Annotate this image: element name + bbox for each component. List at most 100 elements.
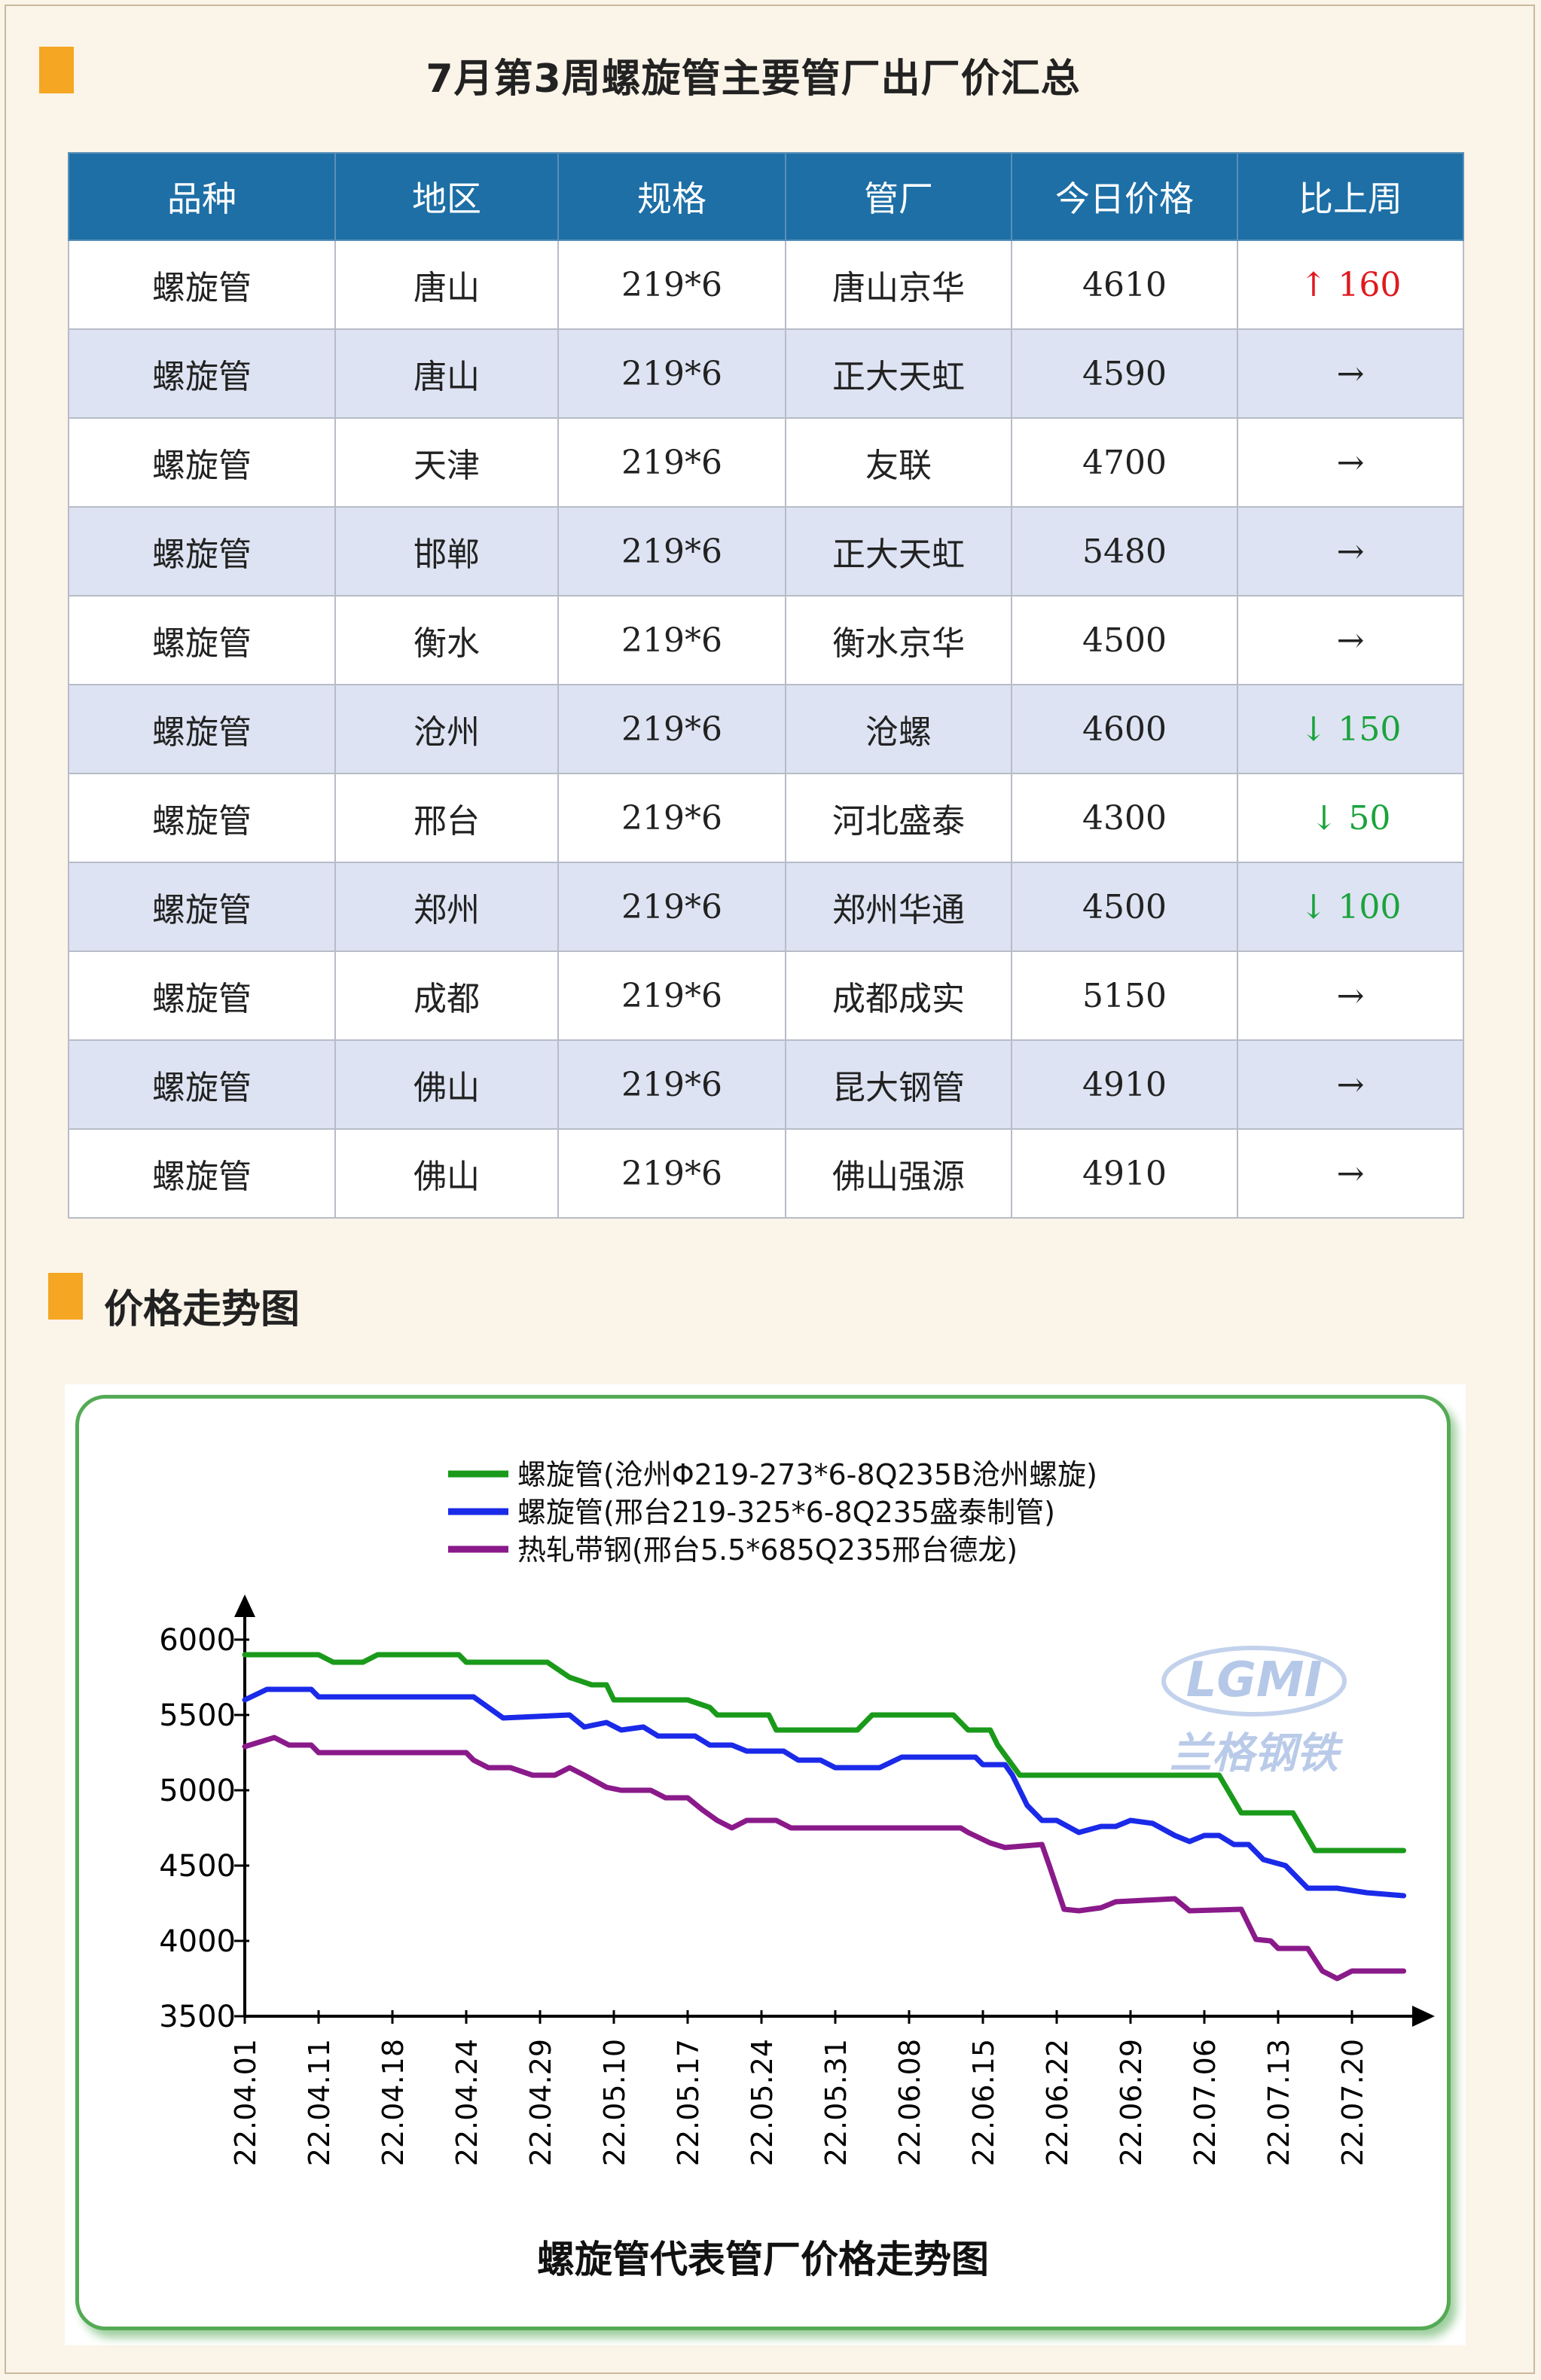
x-tick-label: 22.04.18 [377, 2039, 410, 2166]
table-cell: 衡水京华 [785, 595, 1012, 685]
change-cell: → [1237, 328, 1464, 419]
x-tick-label: 22.07.06 [1189, 2039, 1222, 2166]
table-cell: 螺旋管 [68, 862, 336, 952]
table-cell: 219*6 [557, 684, 786, 774]
x-tick-label: 22.04.24 [450, 2039, 484, 2166]
table-cell: 4700 [1011, 417, 1238, 508]
table-cell: 螺旋管 [68, 1039, 336, 1130]
table-row: 螺旋管 邢台 219*6 河北盛泰 4300 ↓ 50 [68, 773, 1464, 863]
column-header: 管厂 [785, 152, 1012, 241]
table-cell: 4300 [1011, 773, 1238, 863]
table-row: 螺旋管 佛山 219*6 佛山强源 4910 → [68, 1128, 1464, 1219]
change-cell: → [1237, 950, 1464, 1041]
x-tick-label: 22.05.10 [598, 2039, 631, 2166]
table-cell: 沧螺 [785, 684, 1012, 774]
table-cell: 4910 [1011, 1039, 1238, 1130]
series-line-2 [242, 1686, 1407, 1899]
table-cell: 河北盛泰 [785, 773, 1012, 863]
y-tick-label: 5000 [159, 1774, 236, 1808]
price-trend-chart: 3500 4000 4500 5000 5500 6000 22.04.01 22.04.11… [159, 1458, 1435, 2281]
column-header: 今日价格 [1011, 152, 1238, 241]
table-cell: 219*6 [557, 950, 786, 1041]
page-frame [5, 5, 1535, 2374]
x-tick-label: 22.07.13 [1262, 2039, 1295, 2166]
table-row: 螺旋管 成都 219*6 成都成实 5150 → [68, 950, 1464, 1041]
table-cell: 螺旋管 [68, 328, 336, 419]
table-cell: 郑州华通 [785, 862, 1012, 952]
series-line-1 [242, 1652, 1407, 1854]
y-tick-label: 4500 [159, 1849, 236, 1884]
series-line-3 [242, 1735, 1407, 1982]
x-tick-label: 22.05.24 [746, 2039, 779, 2166]
table-row: 螺旋管 唐山 219*6 唐山京华 4610 ↑ 160 [68, 240, 1464, 330]
table-row: 螺旋管 衡水 219*6 衡水京华 4500 → [68, 595, 1464, 685]
x-tick-label: 22.04.29 [524, 2039, 557, 2166]
table-row: 螺旋管 天津 219*6 友联 4700 → [68, 417, 1464, 508]
table-cell: 沧州 [334, 684, 559, 774]
table-cell: 佛山 [334, 1039, 559, 1130]
table-body: 螺旋管 唐山 219*6 唐山京华 4610 ↑ 160 螺旋管 唐山 219*6 正大天虹 459… [68, 240, 1464, 1219]
legend-label-3: 热轧带钢(邢台5.5*685Q235邢台德龙) [517, 1533, 1018, 1567]
watermark-ring [1161, 1646, 1347, 1716]
table-cell: 4610 [1011, 240, 1238, 330]
table-cell: 成都成实 [785, 950, 1012, 1041]
table-cell: 邢台 [334, 773, 559, 863]
table-cell: 螺旋管 [68, 240, 336, 330]
table-cell: 天津 [334, 417, 559, 508]
table-row: 螺旋管 邯郸 219*6 正大天虹 5480 → [68, 506, 1464, 597]
table-cell: 衡水 [334, 595, 559, 685]
table-title: 7月第3周螺旋管主要管厂出厂价汇总 [426, 56, 1081, 102]
change-cell: ↓ 50 [1237, 773, 1464, 863]
table-cell: 唐山 [334, 328, 559, 419]
y-axis-arrow [234, 1594, 255, 1617]
y-tick-label: 5500 [159, 1698, 236, 1733]
table-cell: 219*6 [557, 1039, 786, 1130]
table-cell: 成都 [334, 950, 559, 1041]
table-cell: 5480 [1011, 506, 1238, 597]
table-cell: 4500 [1011, 862, 1238, 952]
table-cell: 螺旋管 [68, 506, 336, 597]
y-tick-label: 3500 [159, 2000, 236, 2034]
chart-title: 螺旋管代表管厂价格走势图 [537, 2238, 989, 2281]
table-cell: 螺旋管 [68, 684, 336, 774]
chart-frame: 3500 4000 4500 5000 5500 6000 22.04.01 22.04.11… [75, 1395, 1451, 2330]
table-cell: 4600 [1011, 684, 1238, 774]
watermark-brand: 兰格钢铁 [1170, 1729, 1344, 1778]
x-tick-label: 22.05.17 [672, 2039, 705, 2166]
table-cell: 219*6 [557, 862, 786, 952]
change-cell: → [1237, 595, 1464, 685]
section-marker-1 [39, 47, 74, 93]
column-header: 品种 [68, 152, 336, 241]
column-header: 地区 [334, 152, 559, 241]
watermark-logo: LGMI [1186, 1652, 1323, 1708]
table-cell: 4500 [1011, 595, 1238, 685]
section-marker-2 [48, 1273, 83, 1320]
price-table: 品种 地区 规格 管厂 今日价格 比上周 螺旋管 唐山 219*6 唐山京华 4610 ↑ 160 螺… [68, 152, 1464, 1219]
x-tick-label: 22.05.31 [819, 2039, 853, 2166]
x-tick-label: 22.06.22 [1041, 2039, 1074, 2166]
x-tick-label: 22.06.15 [967, 2039, 1000, 2166]
table-cell: 友联 [785, 417, 1012, 508]
column-header: 规格 [557, 152, 786, 241]
table-cell: 219*6 [557, 506, 786, 597]
change-cell: ↓ 100 [1237, 862, 1464, 952]
column-header: 比上周 [1237, 152, 1464, 241]
table-cell: 219*6 [557, 773, 786, 863]
x-axis-arrow [1412, 2006, 1435, 2027]
table-cell: 螺旋管 [68, 773, 336, 863]
x-tick-label: 22.07.20 [1336, 2039, 1369, 2166]
table-cell: 5150 [1011, 950, 1238, 1041]
table-cell: 4590 [1011, 328, 1238, 419]
y-tick-label: 4000 [159, 1924, 236, 1959]
table-row: 螺旋管 郑州 219*6 郑州华通 4500 ↓ 100 [68, 862, 1464, 952]
table-header-row: 品种 地区 规格 管厂 今日价格 比上周 [68, 152, 1464, 241]
table-row: 螺旋管 唐山 219*6 正大天虹 4590 → [68, 328, 1464, 419]
table-cell: 昆大钢管 [785, 1039, 1012, 1130]
x-tick-label: 22.04.01 [229, 2039, 262, 2166]
table-cell: 219*6 [557, 328, 786, 419]
x-tick-label: 22.06.29 [1115, 2039, 1148, 2166]
table-cell: 佛山 [334, 1128, 559, 1219]
table-cell: 唐山京华 [785, 240, 1012, 330]
change-cell: → [1237, 1039, 1464, 1130]
table-cell: 螺旋管 [68, 417, 336, 508]
